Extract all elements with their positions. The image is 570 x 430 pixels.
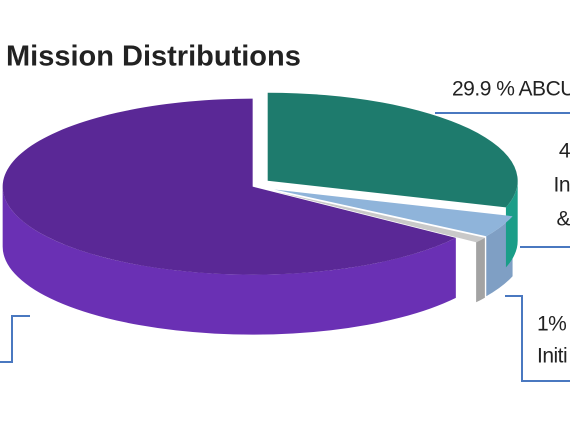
data-label: 29.9 % ABCUS (452, 78, 570, 101)
slice (272, 191, 485, 243)
data-label: Initi (537, 345, 567, 368)
leader-lines (0, 112, 570, 382)
data-label: 1% I (537, 313, 570, 336)
data-label: In (553, 174, 570, 197)
slice (267, 92, 518, 208)
leader-line (0, 315, 30, 363)
slice-side (505, 180, 518, 268)
data-label: 4 (559, 140, 570, 163)
slice (2, 98, 456, 275)
chart-title: Mission Distributions (6, 41, 301, 73)
slice-side (2, 186, 456, 335)
labels: 29.9 % ABCUS 4 In & 1% I Initi (452, 78, 570, 368)
data-label: & (556, 208, 570, 231)
leader-line (505, 295, 570, 382)
slice-side (476, 237, 485, 303)
slices (2, 92, 518, 335)
slice (274, 189, 513, 237)
